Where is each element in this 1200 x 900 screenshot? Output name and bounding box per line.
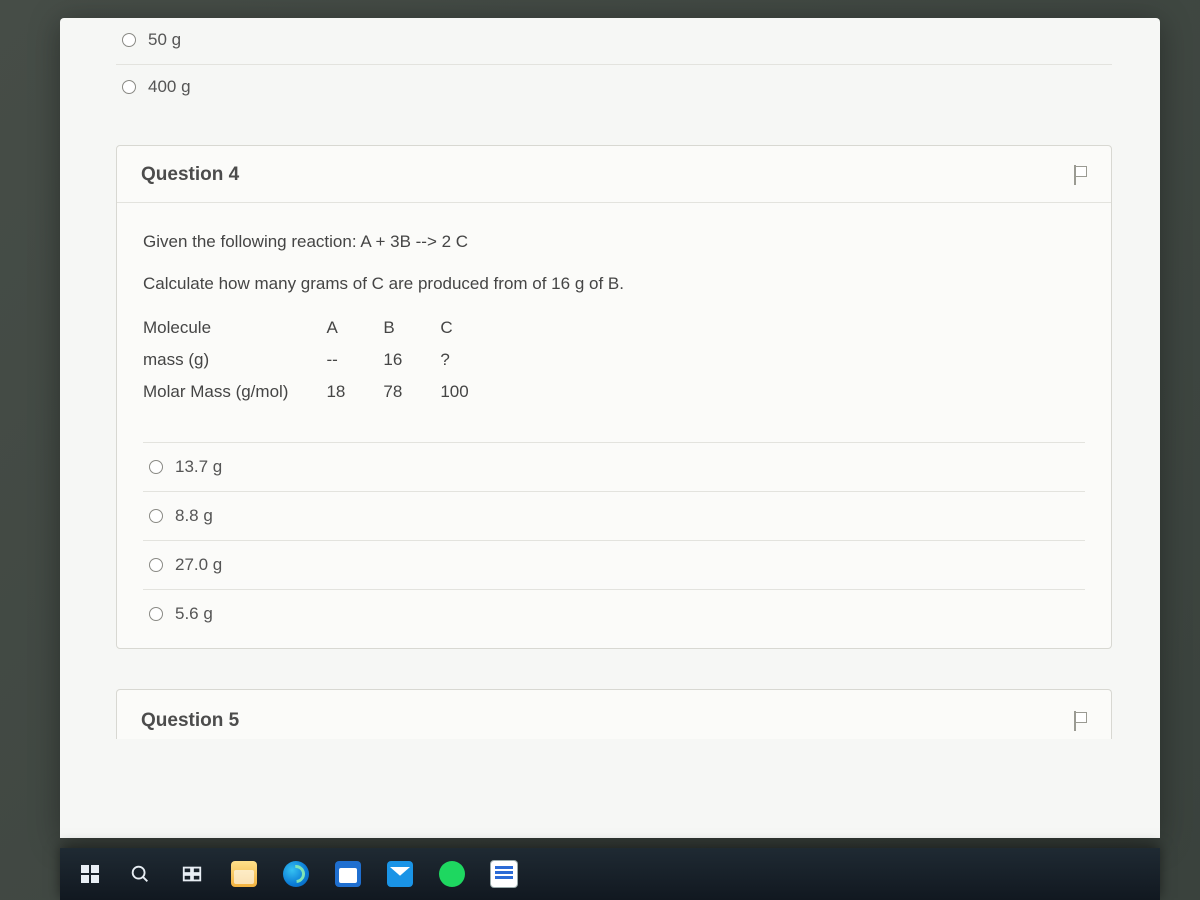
task-view-icon xyxy=(181,863,203,885)
option-label: 400 g xyxy=(148,77,191,97)
table-row: Molecule A B C xyxy=(143,312,507,344)
cell: ? xyxy=(440,344,506,376)
taskbar-app-explorer[interactable] xyxy=(220,854,268,894)
previous-question-answers: 50 g xyxy=(116,18,1112,65)
table-row: Molar Mass (g/mol) 18 78 100 xyxy=(143,376,507,408)
taskbar-app-store[interactable] xyxy=(324,854,372,894)
option-label: 50 g xyxy=(148,30,181,50)
option-label: 8.8 g xyxy=(175,506,213,526)
prev-option-50g[interactable]: 50 g xyxy=(122,22,1112,58)
taskbar-app-mail[interactable] xyxy=(376,854,424,894)
search-icon xyxy=(129,863,151,885)
edge-icon xyxy=(283,861,309,887)
cell: -- xyxy=(326,344,383,376)
flag-icon[interactable] xyxy=(1071,711,1087,731)
page-content: 50 g 400 g Question 4 Given the followin… xyxy=(60,18,1160,739)
question-4-body: Given the following reaction: A + 3B -->… xyxy=(117,203,1111,648)
cell: 78 xyxy=(383,376,440,408)
cell: 16 xyxy=(383,344,440,376)
radio-icon xyxy=(122,80,136,94)
task-view-button[interactable] xyxy=(168,854,216,894)
stem-line-1: Given the following reaction: A + 3B -->… xyxy=(143,229,1085,255)
cell: 100 xyxy=(440,376,506,408)
data-table: Molecule A B C mass (g) -- 16 ? Mola xyxy=(143,312,507,408)
option-13-7g[interactable]: 13.7 g xyxy=(143,443,1085,492)
file-explorer-icon xyxy=(231,861,257,887)
quiz-page: 50 g 400 g Question 4 Given the followin… xyxy=(60,18,1160,838)
question-stem: Given the following reaction: A + 3B -->… xyxy=(143,229,1085,296)
option-8-8g[interactable]: 8.8 g xyxy=(143,492,1085,541)
question-title: Question 5 xyxy=(141,710,239,732)
taskbar xyxy=(60,848,1160,900)
radio-icon xyxy=(149,558,163,572)
taskbar-search-button[interactable] xyxy=(116,854,164,894)
table-row: mass (g) -- 16 ? xyxy=(143,344,507,376)
answer-options: 13.7 g 8.8 g 27.0 g 5.6 g xyxy=(143,442,1085,638)
flag-icon[interactable] xyxy=(1071,165,1087,185)
screen: 50 g 400 g Question 4 Given the followin… xyxy=(0,0,1200,900)
radio-icon xyxy=(149,460,163,474)
row-label: Molar Mass (g/mol) xyxy=(143,376,326,408)
taskbar-app-document[interactable] xyxy=(480,854,528,894)
radio-icon xyxy=(149,607,163,621)
taskbar-app-spotify[interactable] xyxy=(428,854,476,894)
spotify-icon xyxy=(439,861,465,887)
document-icon xyxy=(491,861,517,887)
option-label: 13.7 g xyxy=(175,457,222,477)
question-title: Question 4 xyxy=(141,164,239,186)
windows-icon xyxy=(81,865,99,883)
stem-line-2: Calculate how many grams of C are produc… xyxy=(143,271,1085,297)
option-5-6g[interactable]: 5.6 g xyxy=(143,590,1085,638)
prev-option-400g[interactable]: 400 g xyxy=(122,69,1112,105)
option-label: 27.0 g xyxy=(175,555,222,575)
option-27-0g[interactable]: 27.0 g xyxy=(143,541,1085,590)
cell: A xyxy=(326,312,383,344)
start-button[interactable] xyxy=(68,854,112,894)
cell: B xyxy=(383,312,440,344)
question-4-header: Question 4 xyxy=(117,146,1111,203)
option-label: 5.6 g xyxy=(175,604,213,624)
radio-icon xyxy=(149,509,163,523)
question-5-header: Question 5 xyxy=(116,689,1112,739)
mail-icon xyxy=(387,861,413,887)
row-label: mass (g) xyxy=(143,344,326,376)
cell: 18 xyxy=(326,376,383,408)
row-label: Molecule xyxy=(143,312,326,344)
store-icon xyxy=(335,861,361,887)
question-4-block: Question 4 Given the following reaction:… xyxy=(116,145,1112,649)
taskbar-app-edge[interactable] xyxy=(272,854,320,894)
previous-question-answers: 400 g xyxy=(116,65,1112,111)
cell: C xyxy=(440,312,506,344)
radio-icon xyxy=(122,33,136,47)
